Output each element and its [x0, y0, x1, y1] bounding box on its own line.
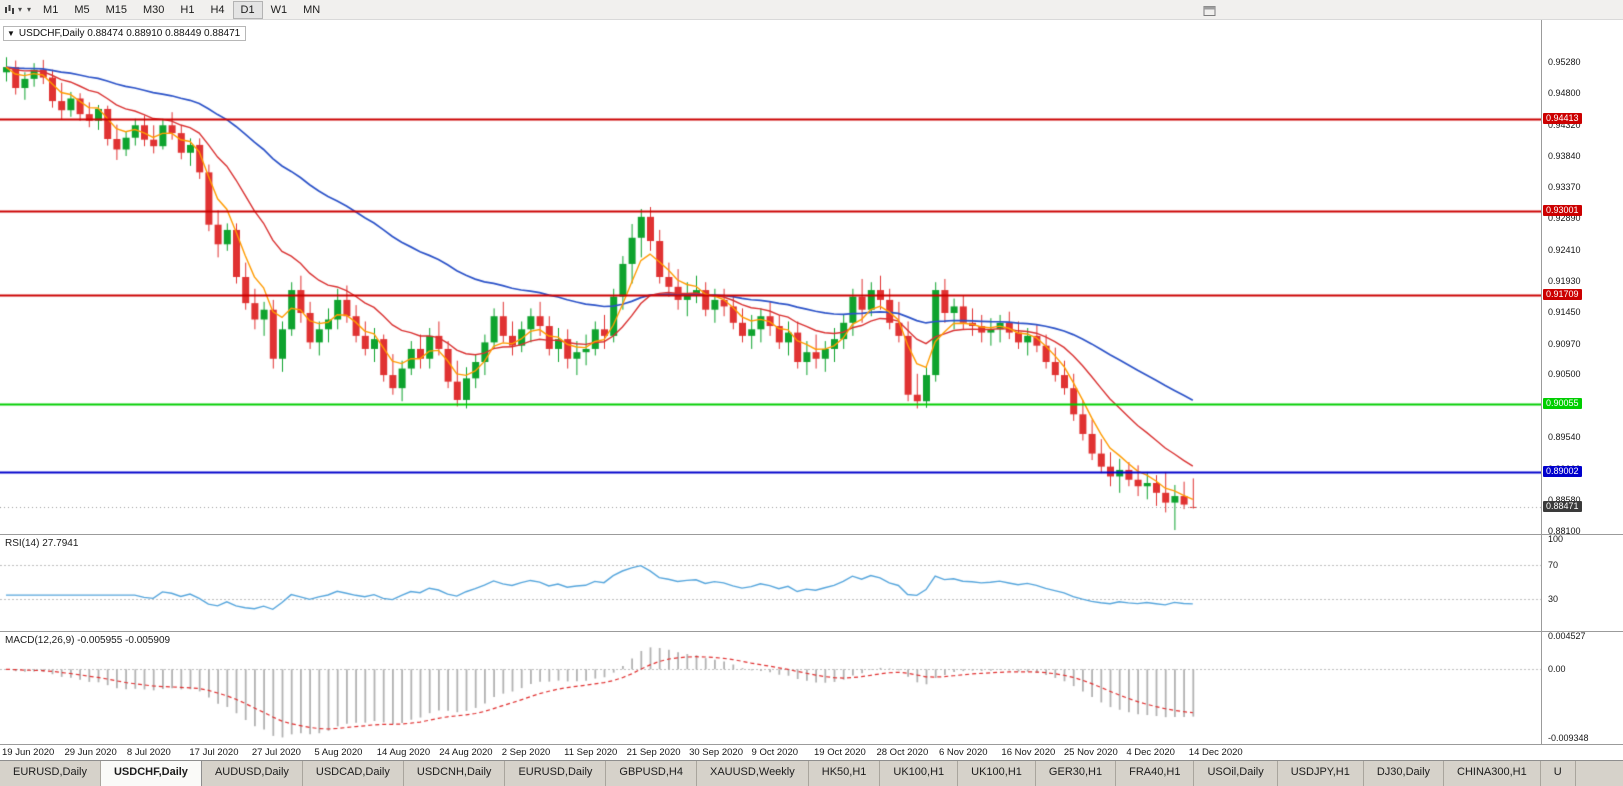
date-axis-label: 11 Sep 2020	[564, 747, 618, 758]
chart-tab-usdchf-daily[interactable]: USDCHF,Daily	[100, 761, 202, 786]
date-axis-label: 2 Sep 2020	[501, 747, 551, 758]
main-chart-pane[interactable]: ▼ USDCHF,Daily 0.88474 0.88910 0.88449 0…	[0, 20, 1623, 537]
date-axis-label: 4 Dec 2020	[1126, 747, 1175, 758]
timeframe-h4-button[interactable]: H4	[202, 1, 232, 19]
date-axis-label: 17 Jul 2020	[189, 747, 239, 758]
timeframe-m15-button[interactable]: M15	[98, 1, 135, 19]
date-axis-label: 5 Aug 2020	[314, 747, 363, 758]
macd-pane[interactable]: MACD(12,26,9) -0.005955 -0.005909 0.0045…	[0, 631, 1623, 745]
chart-tab-ger30-h1[interactable]: GER30,H1	[1035, 761, 1117, 786]
price-axis-label: 0.90970	[1548, 338, 1581, 349]
date-axis-label: 25 Nov 2020	[1063, 747, 1118, 758]
date-axis-label: 9 Oct 2020	[751, 747, 799, 758]
date-axis-label: 30 Sep 2020	[689, 747, 743, 758]
date-axis-label: 21 Sep 2020	[626, 747, 681, 758]
timeframe-h1-button[interactable]: H1	[172, 1, 202, 19]
price-level-label: 0.94413	[1543, 112, 1582, 124]
chart-tab-usdjpy-h1[interactable]: USDJPY,H1	[1277, 761, 1364, 786]
price-axis-label: 0.92410	[1548, 244, 1581, 255]
chart-tab-usdcad-daily[interactable]: USDCAD,Daily	[302, 761, 404, 786]
date-axis-label: 27 Jul 2020	[251, 747, 301, 758]
date-axis-label: 19 Oct 2020	[814, 747, 866, 758]
chart-tab-gbpusd-h4[interactable]: GBPUSD,H4	[606, 761, 697, 786]
date-axis-label: 8 Jul 2020	[126, 747, 171, 758]
chart-tab-fra40-h1[interactable]: FRA40,H1	[1116, 761, 1195, 786]
macd-axis-label: 0.004527	[1548, 631, 1586, 641]
candlestick-chart-canvas[interactable]	[0, 20, 1541, 534]
rsi-axis-label: 70	[1548, 559, 1559, 570]
price-axis-label: 0.94320	[1548, 119, 1581, 130]
chart-tab-bar: EURUSD,Daily USDCHF,Daily AUDUSD,Daily USDC…	[0, 760, 1623, 786]
chart-tab-uk100-h1[interactable]: UK100,H1	[958, 761, 1036, 786]
chart-tab-hk50-h1[interactable]: HK50,H1	[808, 761, 881, 786]
date-axis-label: 29 Jun 2020	[64, 747, 117, 758]
rsi-label: RSI(14) 27.7941	[5, 538, 79, 549]
symbol-ohlc-label: USDCHF,Daily 0.88474 0.88910 0.88449 0.8…	[18, 28, 241, 39]
price-level-label: 0.90055	[1543, 397, 1582, 409]
current-price-label: 0.88471	[1543, 501, 1582, 513]
chart-tab-xauusd-weekly[interactable]: XAUUSD,Weekly	[696, 761, 809, 786]
symbol-ohlc-box: ▼ USDCHF,Daily 0.88474 0.88910 0.88449 0…	[3, 26, 247, 41]
chart-tab-dj30-daily[interactable]: DJ30,Daily	[1363, 761, 1445, 786]
price-axis-label: 0.95280	[1548, 56, 1581, 67]
timeframe-toolbar: ▾ ▾ M1 M5 M15 M30 H1 H4 D1 W1 MN	[0, 0, 1623, 20]
chart-window-icon[interactable]	[1203, 4, 1216, 22]
timeframe-w1-button[interactable]: W1	[263, 1, 296, 19]
chart-type-dropdown-icon[interactable]: ▾	[18, 5, 23, 14]
price-axis-label: 0.93840	[1548, 151, 1581, 162]
price-axis-label: 0.90500	[1548, 369, 1581, 380]
date-axis-label: 6 Nov 2020	[938, 747, 988, 758]
chart-tab-usoil-daily[interactable]: USOil,Daily	[1194, 761, 1278, 786]
chart-tab-china300-h1[interactable]: CHINA300,H1	[1444, 761, 1541, 786]
price-axis-label: 0.94800	[1548, 88, 1581, 99]
price-axis-label: 0.92890	[1548, 213, 1581, 224]
price-axis-label: 0.88100	[1548, 526, 1581, 537]
chart-tab-eurusd-daily[interactable]: EURUSD,Daily	[0, 761, 101, 786]
date-axis-label: 28 Oct 2020	[876, 747, 929, 758]
chart-tab-eurusd-daily[interactable]: EURUSD,Daily	[505, 761, 607, 786]
rsi-axis-label: 30	[1548, 594, 1559, 605]
date-axis-label: 24 Aug 2020	[439, 747, 493, 758]
chart-tab-usdcnh-daily[interactable]: USDCNH,Daily	[403, 761, 506, 786]
timeframe-mn-button[interactable]: MN	[295, 1, 328, 19]
one-click-trading-toggle-icon[interactable]: ▼	[7, 29, 15, 38]
macd-label: MACD(12,26,9) -0.005955 -0.005909	[5, 635, 171, 646]
chart-type-icon[interactable]	[4, 4, 15, 15]
price-axis-label: 0.93370	[1548, 181, 1581, 192]
price-axis-separator	[1541, 20, 1542, 745]
timeframe-m5-button[interactable]: M5	[66, 1, 97, 19]
macd-axis-label: 0.00	[1548, 664, 1566, 675]
date-axis-label: 19 Jun 2020	[2, 747, 55, 758]
toolbar-dropdown-icon[interactable]: ▾	[27, 5, 32, 14]
rsi-chart-canvas[interactable]	[0, 535, 1541, 631]
timeframe-m1-button[interactable]: M1	[35, 1, 66, 19]
rsi-axis-label: 100	[1548, 534, 1564, 544]
macd-chart-canvas[interactable]	[0, 632, 1541, 744]
price-axis-label: 0.88580	[1548, 494, 1581, 505]
rsi-pane[interactable]: RSI(14) 27.7941 100 70 30	[0, 534, 1623, 632]
chart-tab-uk100-h1[interactable]: UK100,H1	[880, 761, 959, 786]
date-axis: 19 Jun 2020 29 Jun 2020 8 Jul 2020 17 Jul 2…	[0, 745, 1623, 760]
price-level-label: 0.91709	[1543, 289, 1582, 301]
timeframe-d1-button[interactable]: D1	[232, 0, 263, 19]
price-axis-label: 0.91930	[1548, 275, 1581, 286]
chart-tab-audusd-daily[interactable]: AUDUSD,Daily	[201, 761, 303, 786]
price-level-label: 0.93001	[1543, 204, 1582, 216]
date-axis-label: 16 Nov 2020	[1001, 747, 1056, 758]
date-axis-label: 14 Aug 2020	[376, 747, 431, 758]
timeframe-m30-button[interactable]: M30	[135, 1, 172, 19]
macd-axis-label: -0.009348	[1548, 733, 1589, 743]
price-level-label: 0.89002	[1543, 466, 1582, 478]
date-axis-label: 14 Dec 2020	[1188, 747, 1243, 758]
price-axis-label: 0.89540	[1548, 432, 1581, 443]
chart-tab-u[interactable]: U	[1540, 761, 1576, 786]
price-axis-label: 0.91450	[1548, 307, 1581, 318]
